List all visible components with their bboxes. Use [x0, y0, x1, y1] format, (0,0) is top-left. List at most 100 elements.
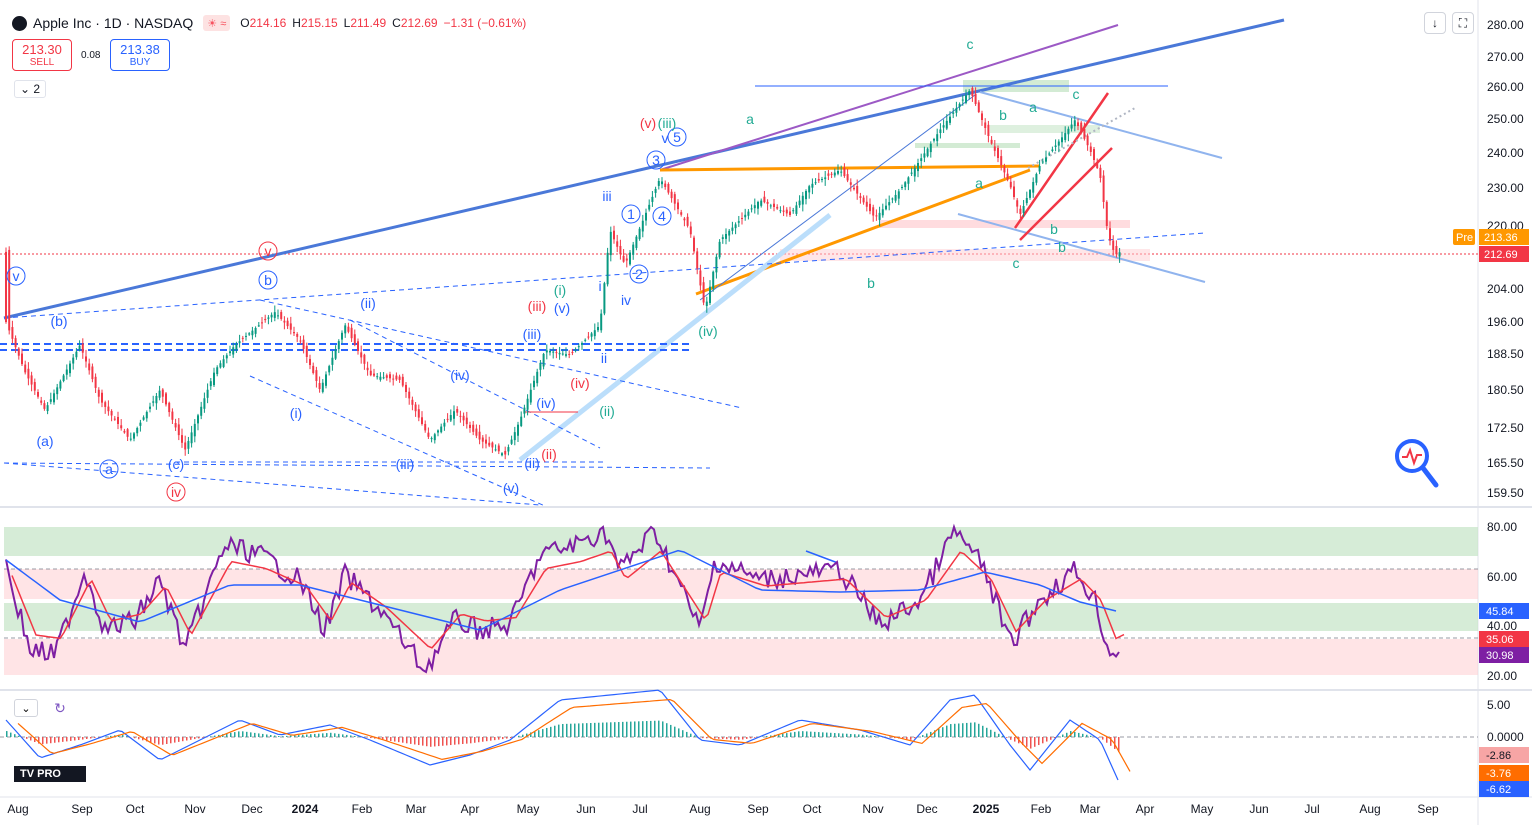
- wave-label: (ii): [541, 446, 557, 462]
- price-tick: 230.00: [1487, 181, 1524, 195]
- wave-label: i: [598, 278, 601, 294]
- candle: [798, 200, 801, 206]
- orange-trendline[interactable]: [695, 168, 1031, 296]
- rsi-axis[interactable]: 80.00 60.00 40.00 20.00: [1487, 520, 1517, 683]
- major-trendline[interactable]: [3, 18, 1285, 320]
- wave-label: (c): [168, 456, 184, 472]
- candle: [808, 186, 811, 193]
- candle: [520, 416, 523, 426]
- macd-bar: [438, 737, 440, 747]
- magnifier-icon[interactable]: [1395, 439, 1439, 488]
- macd-bar: [306, 734, 308, 737]
- download-button[interactable]: ↓: [1424, 12, 1446, 34]
- candle: [1073, 120, 1076, 127]
- wave-label: (v): [503, 480, 519, 496]
- chevron-down-icon[interactable]: ⌄: [14, 699, 38, 717]
- orange-level[interactable]: [659, 164, 1041, 172]
- macd-bar: [666, 723, 668, 737]
- purple-channel-line[interactable]: [659, 24, 1119, 171]
- sell-button[interactable]: 213.30 SELL: [12, 39, 72, 71]
- candle: [1089, 146, 1092, 152]
- macd-bar: [670, 724, 672, 737]
- wave-circle: [258, 241, 278, 261]
- time-tick: Sep: [1417, 802, 1439, 816]
- wave-label: v: [662, 130, 669, 146]
- macd-bar: [538, 730, 540, 737]
- macd-bar: [1030, 737, 1032, 749]
- pre-market-badge: [1453, 229, 1475, 245]
- symbol-title[interactable]: Apple Inc · 1D · NASDAQ: [33, 15, 194, 31]
- macd-bar: [18, 735, 20, 737]
- red-channel-line[interactable]: [1019, 147, 1113, 241]
- market-status-badge[interactable]: ☀ ≈: [203, 15, 231, 31]
- dashed-wedge-line[interactable]: [259, 299, 743, 409]
- candle: [952, 112, 955, 114]
- dashed-trendline[interactable]: [3, 232, 1206, 319]
- indicators-collapse-button[interactable]: ⌄ 2: [14, 80, 46, 98]
- descending-channel-upper[interactable]: [979, 91, 1223, 159]
- macd-bar: [814, 731, 816, 737]
- candle: [821, 179, 823, 180]
- blue-channel-line[interactable]: [699, 94, 976, 301]
- macd-bar: [722, 737, 724, 740]
- candle: [261, 322, 263, 324]
- candle: [693, 237, 695, 252]
- wave-label: (iii): [658, 115, 677, 131]
- candle: [529, 389, 532, 403]
- signal-line[interactable]: [17, 698, 1131, 772]
- candle: [289, 323, 292, 330]
- descending-channel-lower[interactable]: [957, 213, 1206, 283]
- rsi-divergence-line[interactable]: [805, 550, 839, 564]
- time-tick: Mar: [406, 802, 427, 816]
- macd-bar: [678, 728, 680, 737]
- candle: [414, 404, 417, 412]
- wave-label: b: [1058, 239, 1066, 255]
- macd-bar: [694, 735, 696, 737]
- candle: [350, 327, 353, 339]
- candle: [718, 241, 721, 258]
- fullscreen-button[interactable]: ⛶: [1452, 12, 1474, 34]
- light-blue-trendline[interactable]: [518, 213, 832, 462]
- time-tick: 2025: [973, 802, 1000, 816]
- price-series[interactable]: [5, 86, 1121, 460]
- refresh-icon[interactable]: ↻: [48, 699, 72, 717]
- macd-bar: [414, 737, 416, 745]
- wave-label: iii: [602, 188, 611, 204]
- pre-price-tag: [1479, 229, 1529, 245]
- macd-bar: [690, 733, 692, 737]
- dashed-line[interactable]: [3, 462, 711, 469]
- rsi-slow-ma[interactable]: [5, 549, 1117, 631]
- rsi-line[interactable]: [5, 523, 1120, 674]
- dotted-projection-line[interactable]: [1027, 107, 1136, 169]
- red-channel-line[interactable]: [1013, 92, 1110, 229]
- time-axis[interactable]: Aug Sep Oct Nov Dec 2024 Feb Mar Apr May Jun Jul Aug…: [7, 802, 1439, 816]
- candle: [254, 328, 257, 334]
- candle: [1016, 200, 1019, 207]
- candle: [702, 282, 705, 303]
- macd-axis[interactable]: 5.00 0.0000: [1487, 698, 1524, 744]
- macd-histogram[interactable]: [6, 720, 1120, 753]
- dashed-wedge-line[interactable]: [249, 375, 546, 507]
- macd-line[interactable]: [5, 689, 1119, 781]
- candle: [657, 180, 660, 186]
- macd-bar: [730, 737, 732, 740]
- macd-bar: [326, 733, 328, 737]
- candle: [619, 245, 622, 255]
- wave-label: iv: [171, 484, 181, 500]
- candle: [193, 423, 196, 437]
- dashed-line[interactable]: [3, 462, 541, 506]
- wave-label: (iii): [396, 456, 415, 472]
- candle: [904, 182, 907, 188]
- dashed-line[interactable]: [349, 319, 601, 449]
- candle: [561, 353, 564, 355]
- rsi-fast-ma[interactable]: [11, 550, 1125, 649]
- candle: [357, 341, 359, 351]
- candle: [481, 437, 484, 442]
- buy-button[interactable]: 213.38 BUY: [110, 39, 170, 71]
- wave-circle: [667, 127, 687, 147]
- candle: [869, 203, 871, 212]
- macd-tick: 5.00: [1487, 698, 1511, 712]
- candle: [872, 207, 875, 216]
- macd-bar: [226, 733, 228, 737]
